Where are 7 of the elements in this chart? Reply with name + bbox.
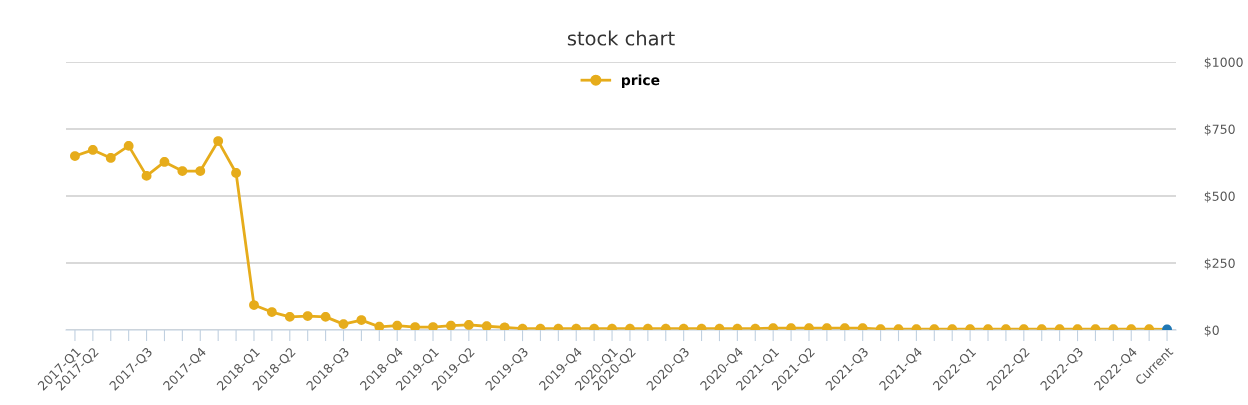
y-tick-label: $1000 (1204, 57, 1243, 69)
y-tick-label: $250 (1204, 258, 1235, 270)
chart-title: stock chart (567, 30, 675, 46)
y-tick-label: $750 (1204, 124, 1235, 136)
legend-label: price (622, 74, 660, 88)
y-tick-label: $0 (1204, 325, 1219, 337)
y-tick-label: $500 (1204, 191, 1235, 203)
